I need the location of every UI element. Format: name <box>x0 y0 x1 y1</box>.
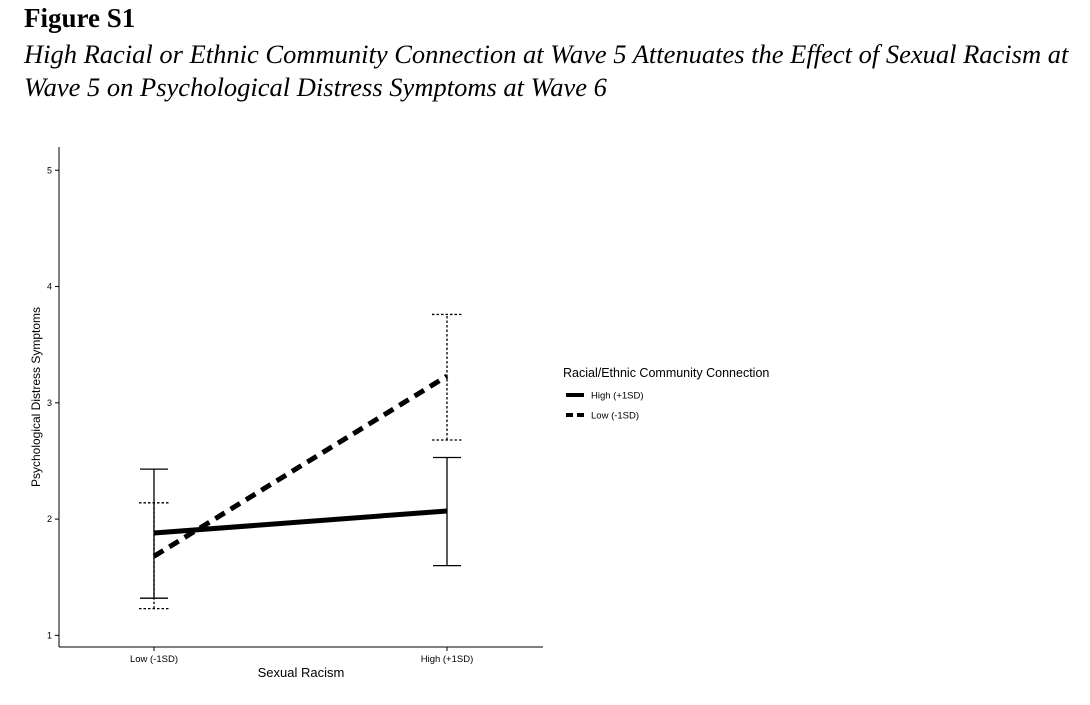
series-line-low <box>152 373 449 559</box>
axes <box>58 147 543 648</box>
error-bars <box>139 313 462 610</box>
series-line-high <box>153 508 448 536</box>
y-tick-label: 4 <box>47 282 52 292</box>
x-axis-title: Sexual Racism <box>258 665 345 680</box>
y-tick-label: 2 <box>47 514 52 524</box>
legend-title: Racial/Ethnic Community Connection <box>563 366 769 380</box>
legend: Racial/Ethnic Community Connection High … <box>563 366 769 422</box>
figure-label: Figure S1 <box>24 3 136 33</box>
legend-items: High (+1SD) Low (-1SD) <box>566 391 644 422</box>
x-tick-label: Low (-1SD) <box>130 654 178 665</box>
y-tick-label: 1 <box>47 630 52 640</box>
x-axis-ticks: Low (-1SD) High (+1SD) <box>130 647 473 665</box>
y-axis-title: Psychological Distress Symptoms <box>29 307 43 487</box>
y-tick-label: 5 <box>47 165 52 175</box>
y-tick-label: 3 <box>47 398 52 408</box>
legend-label: High (+1SD) <box>591 391 644 402</box>
series-lines <box>152 373 449 559</box>
legend-label: Low (-1SD) <box>591 411 639 422</box>
y-axis-ticks: 1 2 3 4 5 <box>47 165 59 640</box>
x-tick-label: High (+1SD) <box>421 654 474 665</box>
figure-title: High Racial or Ethnic Community Connecti… <box>24 39 1069 102</box>
